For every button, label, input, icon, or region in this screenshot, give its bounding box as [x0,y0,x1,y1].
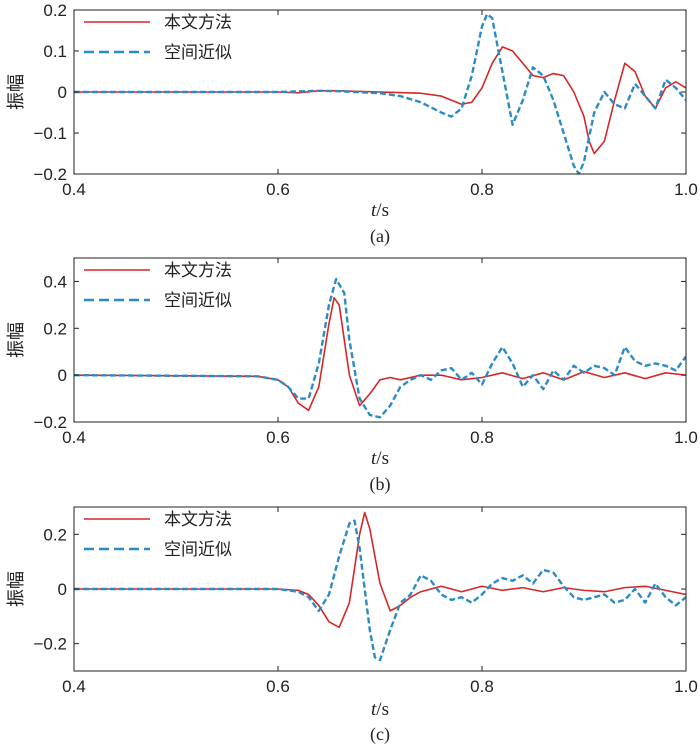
y-tick-label: −0.2 [33,165,67,184]
series-line-1 [74,46,686,155]
series-line-2 [74,519,686,662]
x-axis-label-unit: /s [376,448,389,469]
y-tick-label: 0.4 [43,272,67,291]
x-axis-label-unit: /s [376,699,389,720]
legend-label-2: 空间近似 [164,291,232,311]
x-tick-label: 0.8 [470,677,494,696]
legend-label-2: 空间近似 [164,43,232,63]
x-tick-label: 0.4 [62,677,86,696]
panel-caption: (b) [370,474,391,495]
x-tick-label: 1.0 [674,428,698,447]
y-tick-label: 0 [58,580,67,599]
y-tick-label: 0 [58,83,67,102]
series-line-2 [74,277,686,419]
y-tick-label: −0.2 [33,413,67,432]
series-line-2 [74,12,686,174]
x-tick-label: 0.4 [62,180,86,199]
axes-box [73,257,687,423]
chart-panel-1: 0.4 0.6 0.8 1.0 −0.2 −0.1 0 0.1 0.2 振幅 t/s (a) 本文方法空… [6,1,698,247]
y-axis-label: 振幅 [6,571,27,607]
legend-label-1: 本文方法 [164,510,232,530]
x-tick-label: 0.6 [266,428,290,447]
legend-label-2: 空间近似 [164,540,232,560]
panel-caption: (c) [370,724,390,745]
y-tick-label: 0.2 [43,1,67,20]
x-axis-label: t/s [371,448,389,469]
x-axis-label: t/s [371,699,389,720]
panel-caption: (a) [370,226,390,247]
x-tick-label: 1.0 [674,677,698,696]
y-tick-label: −0.2 [33,635,67,654]
x-tick-label: 0.4 [62,428,86,447]
x-axis-label: t/s [371,200,389,221]
x-axis-label-variable: t [371,448,377,469]
x-tick-label: 1.0 [674,180,698,199]
y-tick-label: 0.2 [43,319,67,338]
y-tick-label: 0.1 [43,42,67,61]
y-tick-label: −0.1 [33,124,67,143]
x-tick-label: 0.6 [266,677,290,696]
x-tick-label: 0.8 [470,428,494,447]
y-tick-label: 0 [58,366,67,385]
x-axis-label-variable: t [371,200,377,221]
chart-panels: 0.4 0.6 0.8 1.0−0.2−0.100.10.2振幅t/s(a)本文方法空… [6,1,698,745]
series-line-1 [74,297,686,412]
x-tick-label: 0.6 [266,180,290,199]
x-axis-label-unit: /s [376,200,389,221]
y-tick-label: 0.2 [43,525,67,544]
x-axis-label-variable: t [371,699,377,720]
y-axis-label: 振幅 [6,322,27,358]
legend-label-1: 本文方法 [164,261,232,281]
y-axis-label: 振幅 [6,74,27,110]
legend-label-1: 本文方法 [164,13,232,33]
x-tick-label: 0.8 [470,180,494,199]
series-line-1 [74,511,686,629]
